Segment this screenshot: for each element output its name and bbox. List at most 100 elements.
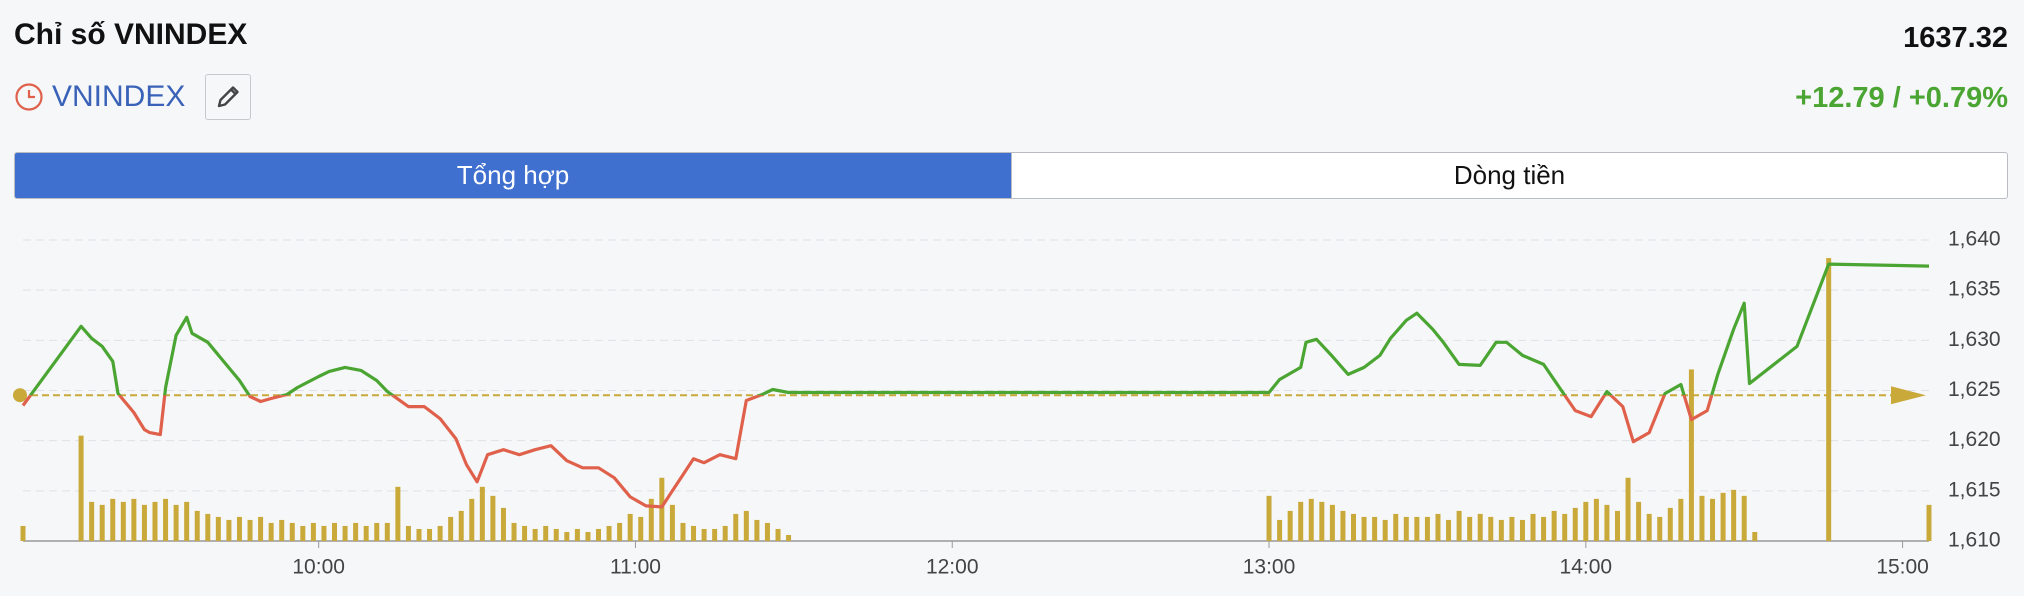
volume-bar [1731, 489, 1737, 541]
volume-bar [20, 525, 26, 541]
volume-bar [1372, 516, 1378, 541]
volume-bar [1826, 258, 1832, 541]
volume-bar [1667, 507, 1673, 541]
volume-bar [1741, 495, 1747, 541]
symbol-link[interactable]: VNINDEX [52, 80, 186, 113]
x-tick-label: 15:00 [1876, 556, 1929, 579]
volume-bar [363, 525, 369, 541]
volume-bar [1361, 516, 1367, 541]
tab-bar: Tổng hợp Dòng tiền [14, 152, 2008, 199]
y-tick-label: 1,630 [1948, 328, 2001, 351]
tab[interactable]: Dòng tiền [1453, 160, 1566, 190]
volume-bar [1498, 519, 1504, 541]
volume-bar [543, 525, 549, 541]
volume-bar [1678, 498, 1684, 541]
volume-bar [1625, 477, 1631, 541]
volume-bar [1488, 516, 1494, 541]
volume-bar [627, 513, 633, 541]
volume-bar [163, 498, 169, 541]
volume-bar [342, 525, 348, 541]
volume-bar [712, 528, 718, 541]
price-change: +12.79 / +0.79% [1795, 82, 2008, 114]
volume-bar [691, 525, 697, 541]
volume-bar [332, 522, 338, 541]
volume-bar [638, 516, 644, 541]
price: 1637.32 [1903, 22, 2008, 54]
volume-bar [289, 522, 295, 541]
volume-bar [1657, 516, 1663, 541]
volume-bar [300, 525, 306, 541]
volume-bar [1351, 513, 1357, 541]
y-tick-label: 1,615 [1948, 478, 2001, 501]
volume-bar [448, 516, 454, 541]
volume-bar [416, 528, 422, 541]
volume-bar [120, 501, 126, 541]
volume-bar [469, 498, 475, 541]
volume-bar [1509, 516, 1515, 541]
x-tick-label: 12:00 [926, 556, 979, 579]
volume-bar [733, 513, 739, 541]
volume-bar [1926, 504, 1932, 541]
volume-bar [1519, 519, 1525, 541]
volume-bar [522, 525, 528, 541]
clock-icon [15, 83, 43, 111]
volume-bar [1435, 513, 1441, 541]
volume-bar [786, 534, 792, 541]
volume-bar [1583, 501, 1589, 541]
volume-bar [99, 504, 105, 541]
volume-bar [1393, 513, 1399, 541]
volume-bar [1266, 495, 1272, 541]
volume-bar [353, 522, 359, 541]
volume-bar [659, 477, 665, 541]
pencil-icon [217, 86, 239, 108]
volume-bar [1467, 516, 1473, 541]
volume-bar [458, 510, 464, 541]
volume-bar [648, 498, 654, 541]
volume-bar [1710, 498, 1716, 541]
reference-arrow [1891, 386, 1926, 405]
volume-bar [574, 528, 580, 541]
reference-dot [13, 388, 27, 403]
y-tick-label: 1,635 [1948, 278, 2001, 301]
volume-bar [595, 528, 601, 541]
volume-bar [764, 522, 770, 541]
volume-bar [1551, 510, 1557, 541]
volume-bar [268, 522, 274, 541]
y-tick-label: 1,610 [1948, 529, 2001, 552]
volume-bar [279, 519, 285, 541]
volume-bar [374, 522, 380, 541]
volume-bar [1720, 492, 1726, 541]
volume-bar [205, 513, 211, 541]
tab[interactable]: Tổng hợp [15, 153, 1012, 198]
volume-bar [500, 507, 506, 541]
volume-bar [437, 525, 443, 541]
volume-bar [1646, 513, 1652, 541]
volume-bar [1287, 510, 1293, 541]
volume-bar [1572, 507, 1578, 541]
volume-bar [1340, 510, 1346, 541]
volume-bar [1636, 501, 1642, 541]
volume-bar [1604, 504, 1610, 541]
volume-bar [321, 525, 327, 541]
volume-bar [617, 522, 623, 541]
volume-bar [1752, 531, 1758, 541]
volume-bar [722, 525, 728, 541]
volume-bar [532, 528, 538, 541]
volume-bar [1614, 510, 1620, 541]
edit-button[interactable] [205, 74, 251, 120]
volume-bar [775, 528, 781, 541]
x-tick-label: 10:00 [292, 556, 345, 579]
volume-bar [173, 504, 179, 541]
volume-bar [194, 510, 200, 541]
title: Chỉ số VNINDEX [14, 18, 248, 51]
x-tick-label: 13:00 [1243, 556, 1296, 579]
volume-bar [1414, 516, 1420, 541]
y-tick-label: 1,625 [1948, 378, 2001, 401]
volume-bar [78, 435, 84, 541]
volume-bar [669, 504, 675, 541]
volume-bar [743, 510, 749, 541]
volume-bar [427, 528, 433, 541]
volume-bar [384, 522, 390, 541]
chart: 1,610 1,615 1,620 1,625 1,630 1,635 1,640 10:00… [13, 228, 2001, 579]
volume-bar [110, 498, 116, 541]
